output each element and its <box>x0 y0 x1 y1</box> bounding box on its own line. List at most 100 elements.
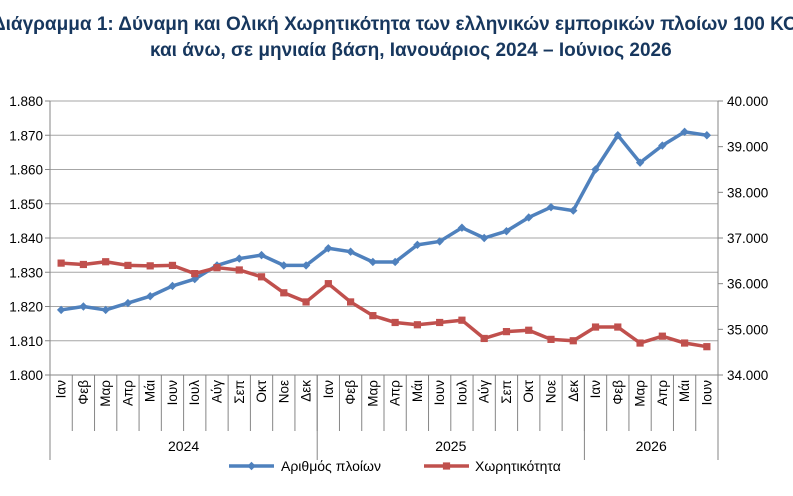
month-label: Ιαν <box>54 380 69 399</box>
right-tick-label: 38.000 <box>727 185 768 200</box>
data-point <box>502 328 511 336</box>
month-label: Οκτ <box>254 379 269 402</box>
month-label: Φεβ <box>343 380 358 405</box>
chart-title: Διάγραμμα 1: Δύναμη και Ολική Χωρητικότη… <box>0 12 793 68</box>
month-label: Μαρ <box>365 380 380 407</box>
month-label: Δεκ <box>566 380 581 402</box>
data-point <box>257 250 266 260</box>
series-line-vessel-count <box>59 130 709 312</box>
data-point <box>56 305 66 315</box>
data-point <box>280 289 288 297</box>
data-point <box>101 305 110 315</box>
left-tick-label: 1.800 <box>9 368 43 383</box>
data-point <box>658 141 667 150</box>
data-point <box>390 257 400 267</box>
month-label: Φεβ <box>610 380 625 405</box>
data-point <box>591 323 600 331</box>
data-point <box>57 259 65 267</box>
data-point <box>346 247 355 256</box>
data-point <box>302 298 310 306</box>
data-point <box>681 339 689 347</box>
right-tick-label: 40.000 <box>727 94 768 109</box>
data-point <box>257 273 266 281</box>
data-point <box>247 461 256 471</box>
series-layer <box>56 127 712 351</box>
data-point <box>235 266 243 274</box>
month-label: Μάι <box>410 380 425 402</box>
data-point <box>502 226 511 236</box>
data-point <box>636 339 644 347</box>
x-axis: Ιαν Φεβ Μαρ Απρ Μάι Ιουν Ιουλ Αύγ Σεπ Οκτ Νοε Δεκ Ια… <box>49 375 719 460</box>
left-tick-label: 1.860 <box>9 163 43 178</box>
left-tick-label: 1.870 <box>9 128 43 143</box>
month-label: Νοε <box>276 380 291 403</box>
month-label: Ιουν <box>165 380 180 406</box>
data-point <box>436 318 444 327</box>
month-label: Μαρ <box>633 380 648 407</box>
left-tick-label: 1.830 <box>9 265 43 280</box>
month-label: Απρ <box>120 380 135 406</box>
right-tick-label: 34.000 <box>727 368 768 383</box>
left-tick-label: 1.840 <box>9 231 43 246</box>
month-label: Ιουν <box>699 380 714 406</box>
data-point <box>79 260 87 269</box>
data-point <box>614 323 622 331</box>
legend-item-vessel-count: Αριθμός πλοίων <box>229 458 381 474</box>
data-point <box>680 127 689 137</box>
right-tick-label: 35.000 <box>727 322 768 337</box>
year-label: 2024 <box>168 438 199 454</box>
data-point <box>369 312 377 320</box>
right-y-axis-ticks: 34.000 35.000 36.000 37.000 38.000 39.000 40.0… <box>718 94 768 383</box>
month-label: Σεπ <box>499 380 514 404</box>
data-point <box>301 261 311 270</box>
data-point <box>569 337 577 345</box>
left-tick-label: 1.810 <box>9 334 43 349</box>
series-vessel-count <box>56 127 712 315</box>
month-label: Οκτ <box>521 379 536 402</box>
data-point <box>546 202 556 212</box>
data-point <box>168 281 177 291</box>
month-label: Αύγ <box>210 380 225 403</box>
data-point <box>480 233 489 243</box>
month-label: Απρ <box>655 380 670 406</box>
data-point <box>324 280 332 288</box>
right-tick-label: 37.000 <box>727 231 768 246</box>
data-point <box>347 298 355 306</box>
data-point <box>213 264 221 272</box>
data-point <box>442 462 451 470</box>
year-label: 2025 <box>435 438 466 454</box>
year-label: 2026 <box>636 438 667 454</box>
data-point <box>480 334 488 343</box>
data-point <box>123 298 133 308</box>
data-point <box>703 343 711 351</box>
legend: Αριθμός πλοίων Χωρητικότητα <box>229 458 561 474</box>
month-label: Ιαν <box>321 380 336 399</box>
legend-item-gross-tonnage: Χωρητικότητα <box>424 458 561 474</box>
data-point <box>190 274 199 284</box>
month-label: Ιουλ <box>454 380 469 406</box>
data-point <box>635 158 645 167</box>
series-line-gross-tonnage <box>59 260 709 349</box>
left-tick-label: 1.880 <box>9 94 43 109</box>
data-point <box>391 318 399 327</box>
data-point <box>146 262 154 270</box>
left-tick-label: 1.820 <box>9 300 43 315</box>
month-label: Νοε <box>544 380 559 403</box>
data-point <box>591 165 600 174</box>
data-point <box>457 223 467 232</box>
left-y-axis-ticks: 1.800 1.810 1.820 1.830 1.840 1.850 1.860 1.870… <box>9 94 50 383</box>
legend-label: Αριθμός πλοίων <box>281 458 381 474</box>
month-label: Ιουλ <box>187 380 202 406</box>
month-label: Σεπ <box>232 380 247 404</box>
data-point <box>279 261 288 270</box>
gridlines <box>50 100 718 376</box>
data-point <box>524 213 533 222</box>
right-tick-label: 36.000 <box>727 277 768 292</box>
chart-title-line-2: και άνω, σε μηνιαία βάση, Ιανουάριος 202… <box>150 40 672 61</box>
data-point <box>658 332 666 340</box>
data-point <box>525 326 533 334</box>
data-point <box>124 261 132 269</box>
data-point <box>413 240 422 250</box>
month-label: Φεβ <box>76 380 91 405</box>
